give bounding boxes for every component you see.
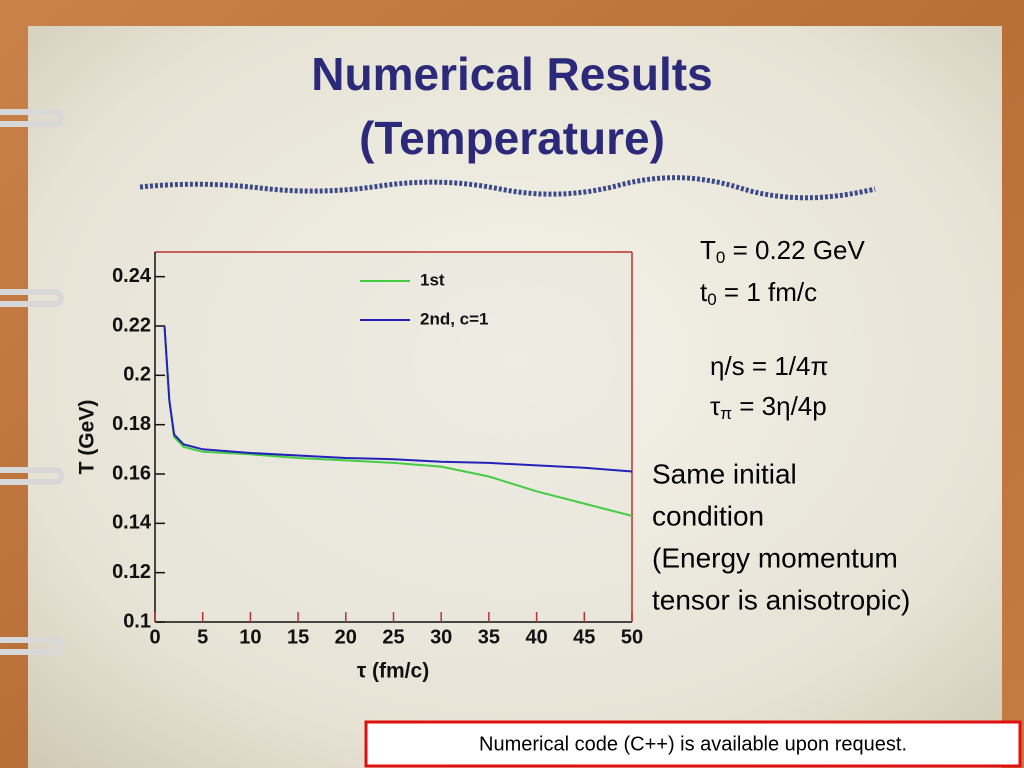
- parameter: T0 = 0.22 GeV: [700, 235, 866, 268]
- binder-rings: [0, 109, 64, 655]
- parameter-rest: = 0.22 GeV: [725, 235, 865, 265]
- y-tick-label: 0.18: [112, 413, 151, 435]
- y-tick-label: 0.1: [123, 610, 151, 632]
- x-tick-label: 10: [239, 626, 261, 648]
- parameter-subscript: 0: [707, 290, 716, 309]
- parameter-symbol: T: [700, 235, 716, 265]
- x-tick-label: 0: [149, 626, 160, 648]
- x-axis-label: τ (fm/c): [357, 660, 429, 683]
- x-tick-label: 35: [478, 626, 500, 648]
- x-tick-label: 50: [621, 626, 643, 648]
- title-line: (Temperature): [359, 112, 665, 164]
- parameter: η/s = 1/4π: [710, 351, 828, 381]
- y-tick-label: 0.12: [112, 561, 151, 583]
- parameter-subscript: 0: [716, 248, 725, 267]
- chart: 0.1 0.12 0.14 0.16 0.18 0.2 0.22 0.24 0 5 10 15 20 25…: [76, 251, 643, 683]
- x-tick-label: 25: [382, 626, 404, 648]
- footer-box: [364, 720, 1022, 768]
- y-axis-label: T (GeV): [76, 400, 99, 475]
- x-tick-label: 5: [197, 626, 208, 648]
- notes: Same initial condition (Energy momentum ten…: [652, 458, 910, 615]
- y-tick-label: 0.24: [112, 265, 152, 287]
- parameter: t0 = 1 fm/c: [700, 277, 817, 310]
- parameter-rest: = 1 fm/c: [717, 277, 817, 307]
- x-tick-label: 20: [335, 626, 357, 648]
- parameter-symbol: η/s = 1/4π: [710, 351, 828, 381]
- y-tick-label: 0.2: [123, 364, 151, 386]
- x-tick-label: 30: [430, 626, 452, 648]
- note-line: Same initial: [652, 458, 797, 489]
- note-line: tensor is anisotropic): [652, 584, 910, 615]
- plot-area: [155, 252, 632, 622]
- parameter-symbol: τ: [710, 391, 721, 421]
- series-line: [163, 325, 633, 517]
- legend-label: 1st: [420, 270, 445, 289]
- parameter-symbol: t: [700, 277, 708, 307]
- x-tick-label: 45: [573, 626, 595, 648]
- decorative-rule: [139, 175, 876, 201]
- series-line: [163, 325, 633, 473]
- parameter-subscript: π: [720, 404, 732, 423]
- footer-text: Numerical code (C++) is available upon r…: [479, 733, 907, 755]
- y-tick-label: 0.16: [112, 462, 151, 484]
- x-tick-label: 15: [287, 626, 309, 648]
- y-tick-label: 0.14: [112, 512, 152, 534]
- parameter-rest: = 3η/4p: [732, 391, 827, 421]
- legend-label: 2nd, c=1: [420, 309, 489, 328]
- note-line: (Energy momentum: [652, 542, 898, 573]
- note-line: condition: [652, 500, 764, 531]
- title-line: Numerical Results: [311, 48, 712, 100]
- parameter: τπ = 3η/4p: [710, 391, 827, 424]
- y-tick-label: 0.22: [112, 314, 151, 336]
- x-tick-label: 40: [525, 626, 547, 648]
